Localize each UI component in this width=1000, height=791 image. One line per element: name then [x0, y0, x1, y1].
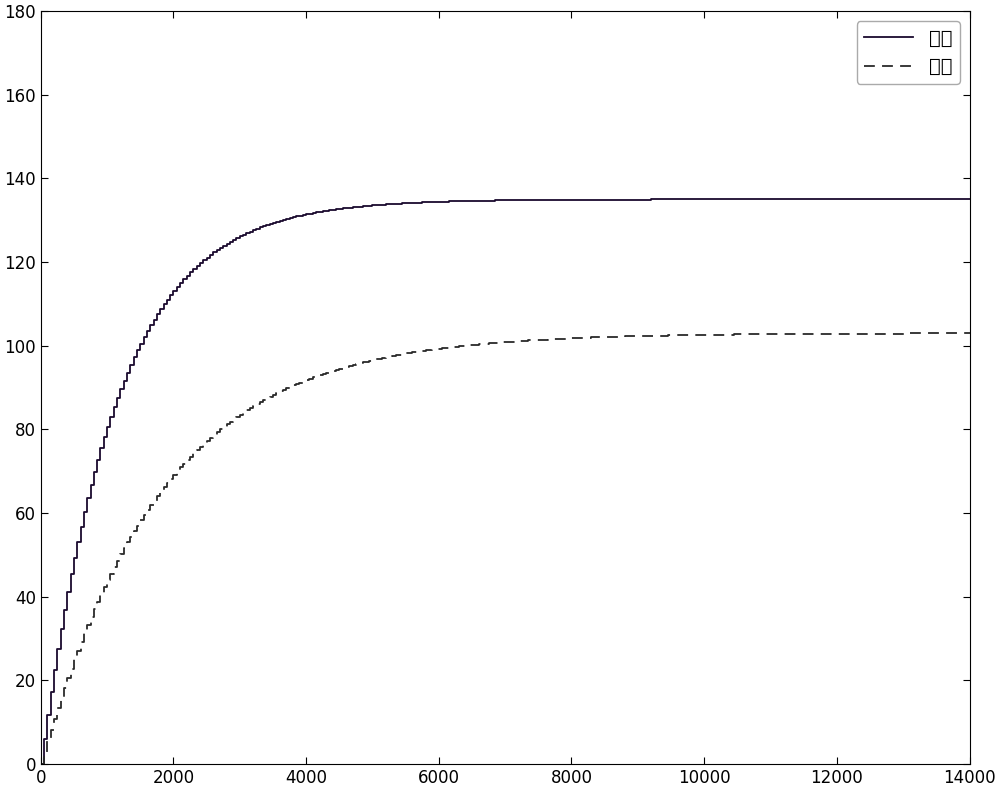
绕组	[340, 203, 352, 213]
铁心	[964, 328, 976, 338]
铁心	[376, 354, 388, 363]
绕组	[526, 195, 538, 205]
Legend: 绕组, 铁心: 绕组, 铁心	[857, 21, 960, 84]
铁心	[340, 362, 352, 372]
Line: 绕组: 绕组	[41, 199, 970, 764]
绕组	[376, 200, 388, 210]
铁心	[934, 329, 946, 339]
绕组	[35, 759, 47, 769]
铁心	[526, 335, 538, 345]
绕组	[370, 200, 382, 210]
绕组	[934, 195, 946, 204]
铁心	[370, 354, 382, 364]
绕组	[380, 199, 392, 209]
绕组	[964, 195, 976, 204]
铁心	[380, 353, 392, 362]
Line: 铁心: 铁心	[41, 333, 970, 764]
铁心	[35, 759, 47, 769]
